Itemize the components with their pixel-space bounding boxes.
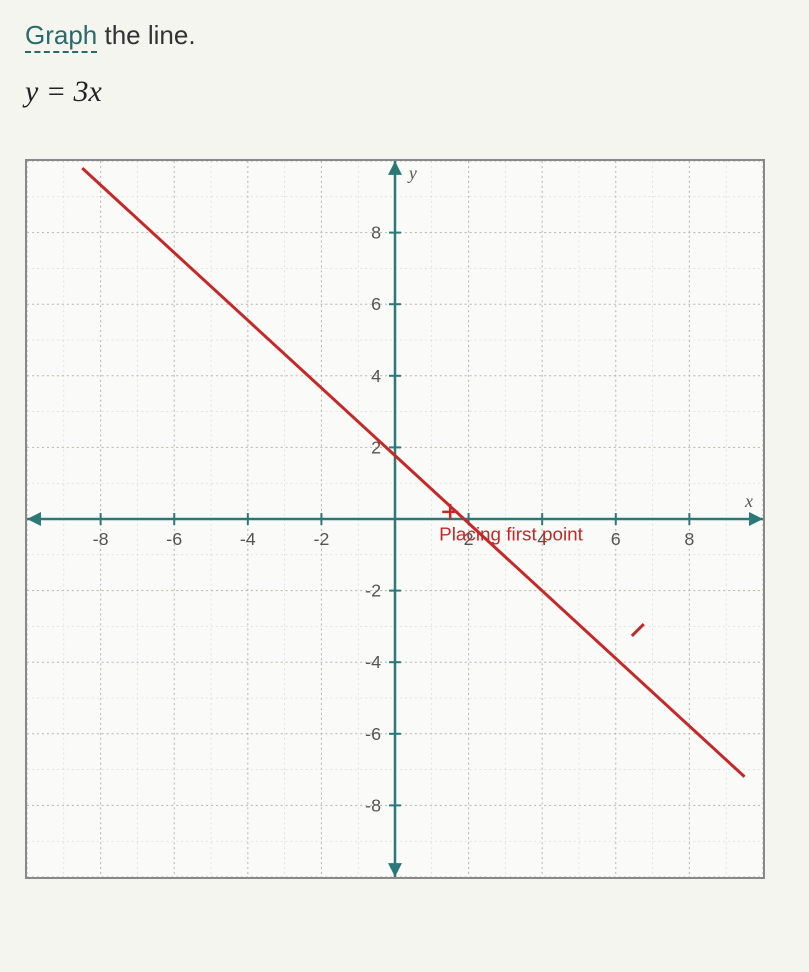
instruction-text: Graph the line.	[25, 20, 784, 51]
svg-text:-6: -6	[365, 724, 381, 744]
svg-text:-6: -6	[166, 529, 182, 549]
coordinate-plane[interactable]: -8-6-4-224682468-2-4-6-8yxPlacing first …	[27, 161, 763, 877]
svg-text:y: y	[407, 163, 417, 183]
svg-text:x: x	[744, 491, 753, 511]
placing-point-label: Placing first point	[439, 524, 583, 545]
svg-text:8: 8	[371, 223, 381, 243]
svg-text:6: 6	[371, 294, 381, 314]
svg-text:-2: -2	[365, 581, 381, 601]
instruction-rest: the line.	[97, 20, 195, 50]
svg-text:4: 4	[371, 366, 381, 386]
graph-container[interactable]: -8-6-4-224682468-2-4-6-8yxPlacing first …	[25, 159, 765, 879]
equation: y = 3x	[25, 75, 784, 109]
svg-text:8: 8	[684, 529, 694, 549]
svg-text:6: 6	[611, 529, 621, 549]
svg-text:-4: -4	[365, 652, 381, 672]
svg-text:-4: -4	[240, 529, 256, 549]
svg-text:-2: -2	[313, 529, 329, 549]
svg-text:-8: -8	[93, 529, 109, 549]
svg-text:-8: -8	[365, 795, 381, 815]
instruction-link[interactable]: Graph	[25, 20, 97, 53]
